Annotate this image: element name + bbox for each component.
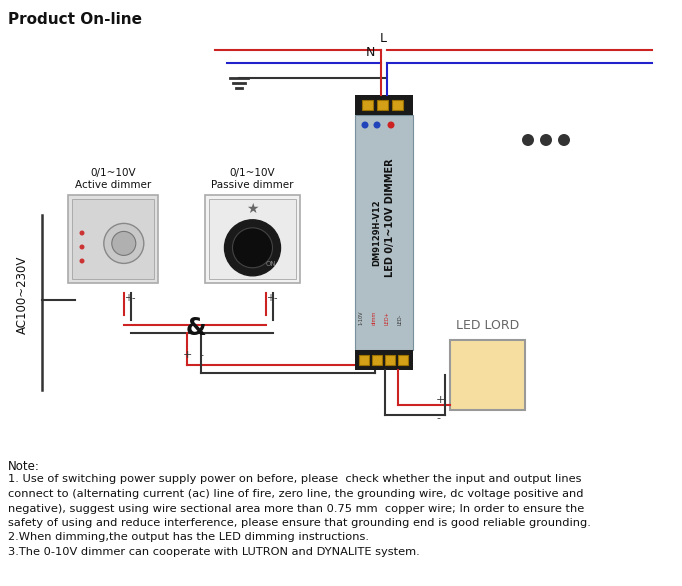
Bar	[450, 340, 525, 410]
Circle shape	[80, 230, 85, 236]
Text: safety of using and reduce interference, please ensure that grounding end is goo: safety of using and reduce interference,…	[8, 518, 591, 528]
Circle shape	[361, 121, 368, 128]
Bar	[355, 115, 413, 350]
Bar	[385, 355, 395, 365]
Bar	[209, 199, 296, 279]
Text: 1-10V: 1-10V	[359, 311, 364, 325]
Text: LED-: LED-	[398, 314, 402, 325]
Text: -: -	[199, 350, 203, 360]
Bar	[377, 100, 388, 110]
Text: DM9129H-V12: DM9129H-V12	[372, 199, 381, 266]
Circle shape	[104, 223, 144, 263]
Circle shape	[540, 134, 552, 146]
Bar	[362, 100, 373, 110]
Text: 0/1~10V
Passive dimmer: 0/1~10V Passive dimmer	[211, 168, 294, 190]
Text: LED LORD: LED LORD	[456, 319, 519, 332]
Bar	[72, 199, 154, 279]
Text: +-: +-	[266, 293, 278, 303]
Bar	[359, 355, 369, 365]
Text: connect to (alternating current (ac) line of fire, zero line, the grounding wire: connect to (alternating current (ac) lin…	[8, 489, 584, 499]
Bar	[355, 95, 413, 115]
Text: L: L	[379, 32, 387, 45]
Circle shape	[558, 134, 570, 146]
Text: 0/1~10V
Active dimmer: 0/1~10V Active dimmer	[75, 168, 151, 190]
Text: &: &	[186, 316, 207, 340]
Circle shape	[522, 134, 534, 146]
Bar	[68, 195, 158, 283]
Text: +: +	[182, 350, 192, 360]
Text: N: N	[366, 46, 374, 59]
Text: Product On-line: Product On-line	[8, 12, 142, 27]
Text: ON: ON	[265, 261, 276, 267]
Text: 3.The 0-10V dimmer can cooperate with LUTRON and DYNALITE system.: 3.The 0-10V dimmer can cooperate with LU…	[8, 547, 419, 557]
Circle shape	[387, 121, 394, 128]
Bar	[398, 355, 408, 365]
Text: 2.When dimming,the output has the LED dimming instructions.: 2.When dimming,the output has the LED di…	[8, 533, 369, 543]
Bar	[392, 100, 403, 110]
Text: +-: +-	[124, 293, 136, 303]
Circle shape	[112, 231, 136, 255]
Bar	[355, 350, 413, 370]
Circle shape	[374, 121, 381, 128]
Circle shape	[224, 220, 280, 276]
Text: dimm: dimm	[372, 311, 376, 325]
Text: negative), suggest using wire sectional area more than 0.75 mm  copper wire; In : negative), suggest using wire sectional …	[8, 503, 584, 513]
Text: AC100~230V: AC100~230V	[16, 256, 29, 334]
Text: LED 0/1~10V DIMMER: LED 0/1~10V DIMMER	[385, 158, 395, 277]
Text: ★: ★	[246, 202, 258, 216]
Bar	[205, 195, 300, 283]
Circle shape	[233, 228, 273, 268]
Text: 1. Use of switching power supply power on before, please  check whether the inpu: 1. Use of switching power supply power o…	[8, 475, 582, 485]
Text: -: -	[436, 413, 440, 423]
Text: Note:: Note:	[8, 460, 40, 473]
Text: +: +	[435, 395, 445, 405]
Text: LED+: LED+	[385, 311, 389, 325]
Circle shape	[80, 244, 85, 250]
Bar	[372, 355, 382, 365]
Circle shape	[80, 258, 85, 264]
